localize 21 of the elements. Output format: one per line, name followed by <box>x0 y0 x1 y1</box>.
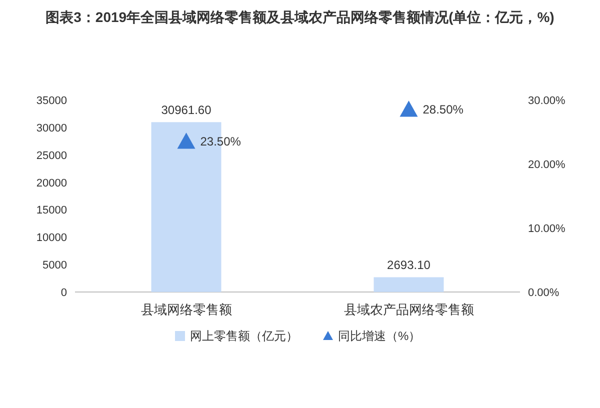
y-tick-label: 0 <box>60 287 67 299</box>
y2-tick-label: 10.00% <box>528 223 566 235</box>
y-tick-label: 15000 <box>36 204 67 217</box>
legend-label: 同比增速（%） <box>338 329 421 343</box>
y-tick-label: 25000 <box>36 150 67 162</box>
y-tick-label: 5000 <box>42 260 67 272</box>
y2-tick-label: 30.00% <box>528 95 566 107</box>
y-tick-label: 20000 <box>36 177 67 190</box>
data-label: 2693.10 <box>387 258 431 272</box>
data-label: 23.50% <box>200 134 242 149</box>
y2-tick-label: 20.00% <box>528 159 566 171</box>
data-label: 30961.60 <box>161 103 212 118</box>
y-tick-label: 10000 <box>36 232 67 244</box>
chart-title: 图表3：2019年全国县域网络零售额及县域农产品网络零售额情况(单位：亿元，%) <box>46 9 554 25</box>
data-label: 28.50% <box>422 102 464 117</box>
y-tick-label: 30000 <box>36 122 67 134</box>
y-tick-label: 35000 <box>36 95 67 107</box>
y2-tick-label: 0.00% <box>528 287 560 299</box>
legend-label: 网上零售额（亿元） <box>190 329 298 343</box>
x-tick-label: 县域农产品网络零售额 <box>344 302 474 317</box>
x-tick-label: 县域网络零售额 <box>140 302 232 317</box>
